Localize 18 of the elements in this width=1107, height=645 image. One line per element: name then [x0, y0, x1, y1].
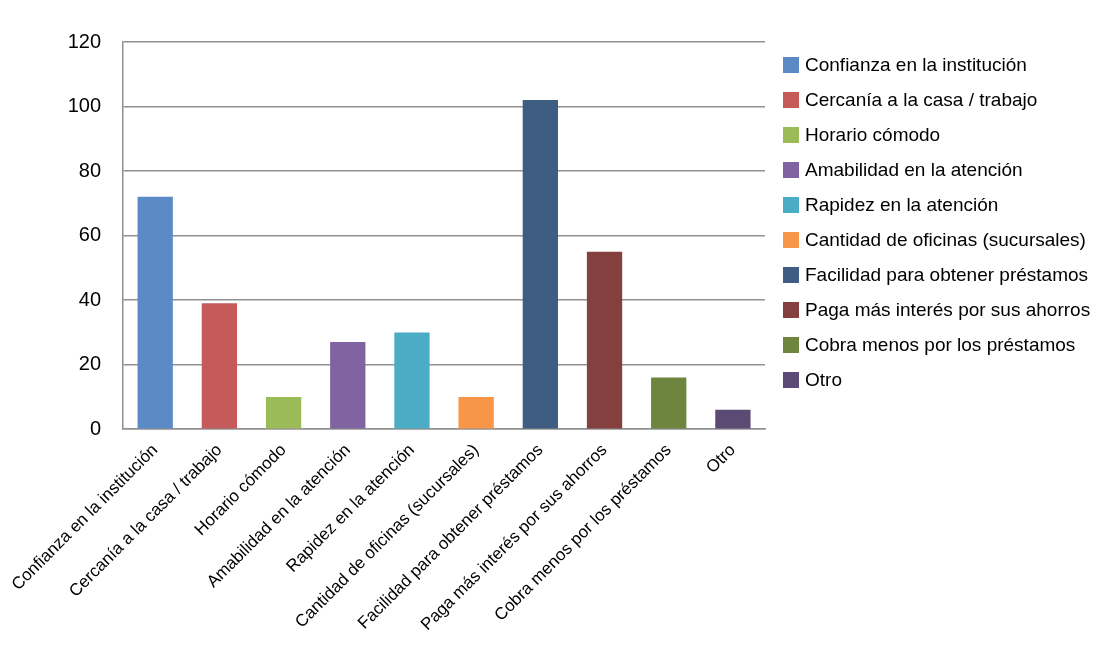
y-tick-label: 80: [78, 158, 102, 181]
y-tick-label: 20: [78, 352, 102, 375]
y-tick-label: 0: [89, 416, 102, 439]
legend-label: Cobra menos por los préstamos: [805, 333, 1076, 356]
legend-label: Amabilidad en la atención: [805, 158, 1023, 181]
legend-label: Rapidez en la atención: [805, 193, 999, 216]
legend-label: Paga más interés por sus ahorros: [805, 298, 1091, 321]
y-tick-label: 40: [78, 287, 102, 310]
y-tick-label: 100: [67, 94, 102, 117]
y-tick-label: 60: [78, 223, 102, 246]
legend-label: Cantidad de oficinas (sucursales): [805, 228, 1086, 251]
legend-label: Facilidad para obtener préstamos: [805, 263, 1089, 286]
y-tick-label: 120: [67, 29, 102, 52]
legend-label: Cercanía a la casa / trabajo: [805, 88, 1038, 111]
legend-label: Horario cómodo: [805, 123, 941, 146]
legend-label: Otro: [805, 368, 842, 391]
x-tick-label: Otro: [702, 440, 740, 477]
legend-label: Confianza en la institución: [805, 53, 1027, 76]
